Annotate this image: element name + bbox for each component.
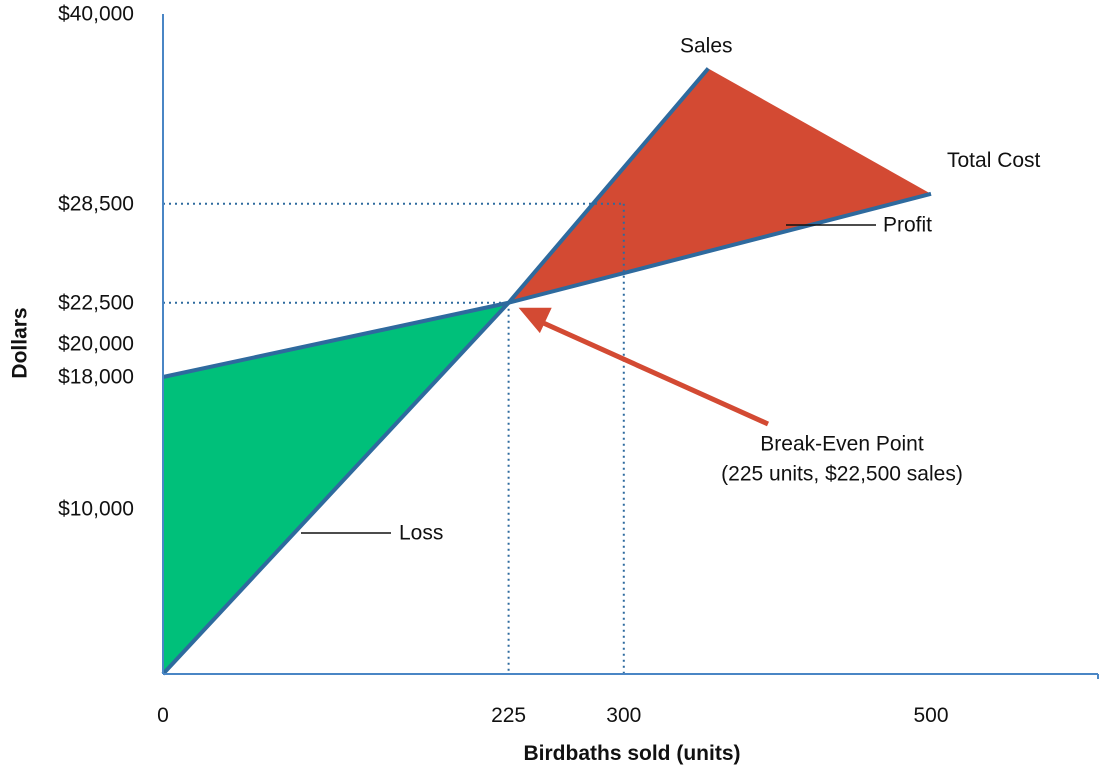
y-tick-label: $22,500 xyxy=(58,291,134,314)
guides-layer xyxy=(163,202,625,674)
y-tick-label: $40,000 xyxy=(58,3,134,26)
lines-layer xyxy=(161,67,932,676)
break-even-arrow-shaft xyxy=(539,319,770,427)
sales-label: Sales xyxy=(680,34,733,57)
total-cost-line xyxy=(162,191,932,379)
x-tick-label: 0 xyxy=(157,704,169,727)
y-tick-label: $20,000 xyxy=(58,333,134,356)
profit-label: Profit xyxy=(883,214,932,237)
break-even-label: Break-Even Point xyxy=(760,433,924,456)
y-tick-label: $10,000 xyxy=(58,498,134,521)
loss-label: Loss xyxy=(399,522,443,545)
y-axis-title: Dollars xyxy=(9,307,32,378)
break-even-arrow-head xyxy=(518,307,552,334)
x-axis-title: Birdbaths sold (units) xyxy=(524,742,741,765)
regions-layer xyxy=(163,68,931,674)
x-tick-label: 225 xyxy=(491,704,526,727)
y-tick-label: $18,000 xyxy=(58,366,134,389)
break-even-sublabel: (225 units, $22,500 sales) xyxy=(721,463,963,486)
x-tick-label: 500 xyxy=(913,704,948,727)
axes-layer xyxy=(162,14,1099,679)
ticks-layer: 0 225 300 500 $10,000 $18,000 $20,000 $22,500 $2… xyxy=(9,3,949,766)
annotations-layer: Sales Total Cost Loss Profit Break-Even Poin… xyxy=(301,34,1041,545)
x-tick-label: 300 xyxy=(606,704,641,727)
y-tick-label: $28,500 xyxy=(58,192,134,215)
profit-region xyxy=(508,68,931,303)
total-cost-label: Total Cost xyxy=(947,149,1041,172)
